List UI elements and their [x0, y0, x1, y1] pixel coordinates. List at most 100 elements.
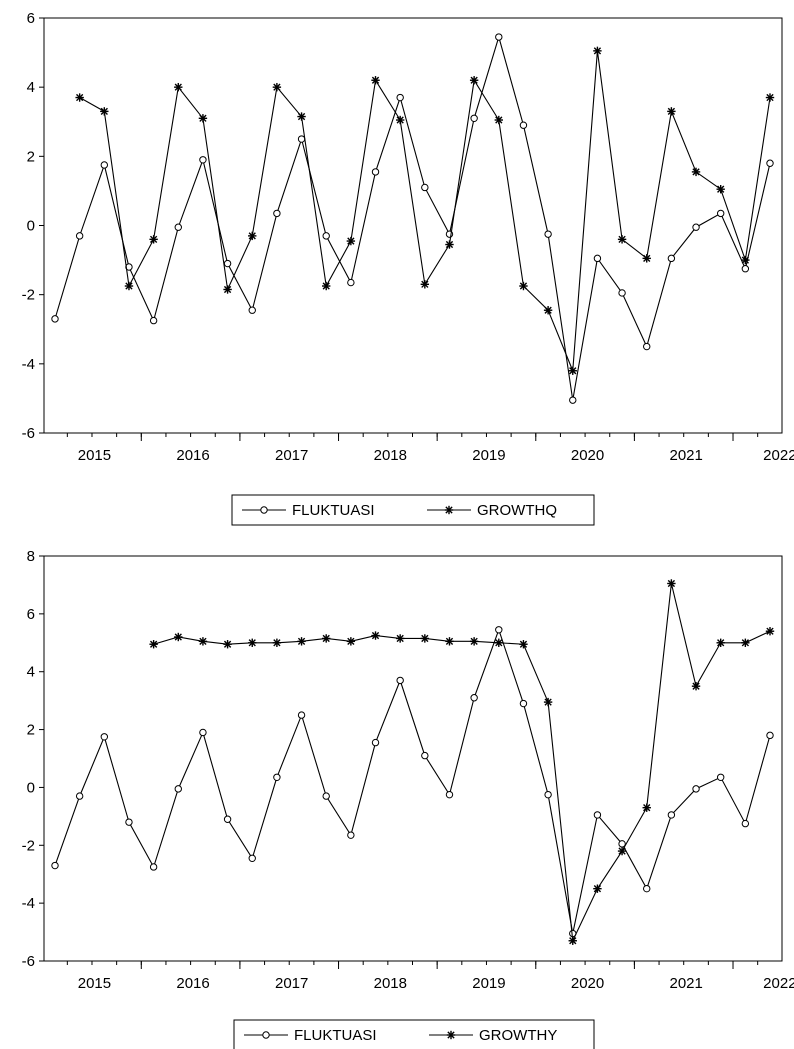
data-point — [420, 280, 430, 289]
data-point — [692, 223, 700, 231]
legend-label: GROWTHQ — [477, 502, 557, 519]
data-point — [248, 638, 257, 647]
data-point — [322, 281, 331, 291]
data-point — [445, 637, 454, 646]
data-point — [272, 82, 282, 92]
data-point — [716, 209, 725, 218]
x-tick-label: 2021 — [669, 975, 702, 992]
data-point — [495, 626, 503, 634]
data-point — [346, 236, 356, 246]
data-point — [716, 184, 725, 194]
x-tick-label: 2017 — [275, 975, 308, 992]
data-point — [421, 751, 429, 760]
data-point — [617, 846, 627, 856]
data-point — [199, 728, 207, 737]
data-point — [395, 115, 405, 125]
data-point — [643, 884, 651, 893]
data-point — [445, 790, 454, 799]
data-point — [741, 819, 750, 828]
data-point — [544, 790, 552, 799]
x-tick-label: 2019 — [472, 975, 505, 992]
data-point — [494, 638, 503, 647]
data-point — [667, 254, 676, 263]
data-point — [371, 631, 380, 640]
data-point — [618, 289, 626, 297]
data-point — [273, 773, 281, 782]
legend-label: FLUKTUASI — [294, 1027, 377, 1044]
data-point — [346, 637, 356, 646]
data-point — [322, 792, 330, 800]
data-point — [248, 231, 257, 241]
y-tick-label: -4 — [22, 895, 35, 912]
data-point — [568, 366, 577, 375]
x-tick-label: 2016 — [176, 447, 209, 464]
data-point — [149, 235, 158, 244]
y-tick-label: 0 — [27, 779, 35, 796]
data-point — [741, 255, 750, 265]
data-point — [643, 342, 651, 351]
data-point — [396, 676, 404, 685]
data-point — [223, 285, 232, 294]
data-point — [741, 638, 750, 647]
data-point — [692, 785, 700, 793]
data-point — [519, 281, 528, 291]
x-tick-label: 2020 — [571, 447, 604, 464]
y-tick-label: 4 — [27, 79, 35, 96]
data-point — [199, 156, 207, 164]
data-point — [174, 223, 182, 231]
data-point — [223, 640, 232, 649]
data-point — [174, 785, 182, 793]
data-point — [198, 637, 208, 646]
data-point — [691, 681, 701, 691]
series-line — [153, 583, 771, 943]
data-point — [593, 884, 602, 893]
plot-frame — [43, 17, 783, 434]
legend-label: FLUKTUASI — [292, 502, 375, 519]
data-point — [149, 640, 158, 649]
x-tick-label: 2017 — [275, 447, 308, 464]
data-point — [396, 93, 404, 102]
data-point — [421, 183, 429, 192]
legend-label: GROWTHY — [479, 1027, 557, 1044]
data-point — [642, 254, 651, 263]
data-point — [223, 259, 232, 268]
data-point — [297, 135, 306, 143]
y-tick-label: 2 — [27, 722, 35, 739]
data-point — [469, 637, 479, 646]
data-point — [494, 115, 503, 125]
x-tick-label: 2020 — [571, 975, 604, 992]
data-point — [273, 209, 281, 218]
y-tick-label: 8 — [27, 548, 35, 565]
data-point — [100, 733, 109, 741]
data-point — [543, 697, 553, 707]
x-tick-label: 2019 — [472, 447, 505, 464]
data-point — [174, 82, 183, 92]
data-point — [371, 738, 380, 747]
data-point — [766, 159, 774, 167]
x-tick-label: 2015 — [78, 447, 111, 464]
data-point — [667, 811, 676, 819]
chart-1: -6 -4 -2 0 2 4 6 2015 2016 2017 2018 2019 2020 2021 20… — [22, 10, 794, 526]
data-point — [617, 235, 627, 244]
data-point — [667, 107, 676, 116]
data-point — [519, 121, 528, 129]
data-point — [568, 936, 577, 945]
data-point — [297, 711, 306, 719]
y-tick-label: -6 — [22, 425, 35, 442]
data-point — [569, 396, 577, 404]
series-growthy — [149, 579, 775, 945]
data-point — [371, 76, 380, 85]
data-point — [124, 281, 134, 291]
x-tick-label: 2022 — [763, 975, 794, 992]
legend-marker — [262, 1031, 270, 1039]
data-point — [347, 278, 355, 287]
data-point — [75, 232, 84, 240]
legend-box — [231, 494, 595, 526]
data-point — [766, 731, 774, 740]
data-point — [125, 818, 133, 826]
data-point — [322, 232, 330, 240]
data-point — [445, 240, 454, 249]
series-line — [54, 35, 771, 401]
